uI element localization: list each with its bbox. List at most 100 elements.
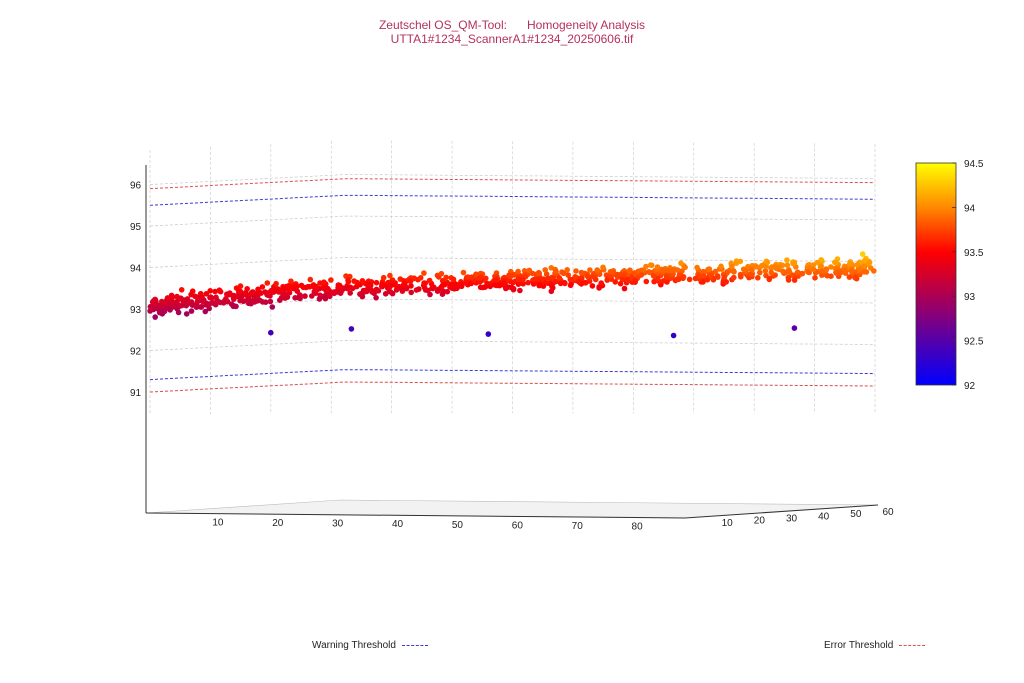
data-point (351, 278, 357, 284)
data-point (264, 280, 271, 286)
data-point (591, 274, 597, 280)
data-point (762, 268, 769, 274)
x-tick-label: 10 (212, 518, 224, 529)
data-point (237, 283, 244, 289)
x-tick-label: 80 (632, 521, 644, 532)
data-point (277, 297, 283, 304)
x-tick-label: 30 (332, 519, 344, 530)
data-point (477, 284, 484, 291)
data-point (202, 308, 209, 315)
data-point (267, 298, 274, 305)
data-point (272, 288, 279, 294)
data-point (578, 269, 585, 276)
data-point (444, 288, 451, 295)
data-point (212, 288, 218, 295)
data-point (313, 287, 320, 294)
data-point (358, 290, 365, 297)
data-point (648, 262, 654, 268)
outlier-point (485, 331, 492, 337)
data-point (529, 270, 536, 277)
data-point (174, 293, 180, 300)
data-point (359, 278, 366, 284)
data-point (861, 269, 867, 275)
data-point (407, 278, 414, 284)
data-point (819, 268, 826, 274)
chart-title-line1: Zeutschel OS_QM-Tool: Homogeneity Analys… (378, 18, 646, 32)
outlier-point (348, 326, 355, 332)
legend-warning-line (401, 644, 428, 646)
data-point (413, 287, 420, 293)
data-point (650, 273, 657, 279)
data-point (421, 280, 427, 286)
data-point (382, 291, 389, 297)
data-point (345, 279, 352, 285)
data-point (183, 311, 190, 317)
data-point (251, 294, 258, 300)
colorbar: 94.5 94 93.5 93 92.5 92 (915, 159, 984, 392)
data-point (718, 263, 724, 270)
data-point (550, 285, 556, 291)
z-tick-label: 91 (130, 388, 142, 399)
data-point (806, 264, 812, 271)
data-point (567, 282, 574, 289)
x-tick-label: 60 (512, 520, 524, 531)
data-point (678, 260, 684, 267)
data-point (646, 269, 652, 275)
data-point (731, 274, 737, 281)
data-point (503, 285, 509, 292)
colorbar-tick-label: 93 (964, 292, 976, 303)
data-point (166, 295, 173, 301)
data-point (660, 267, 666, 274)
data-point (347, 290, 354, 296)
data-point (654, 264, 661, 270)
data-point (421, 270, 427, 276)
data-point (439, 291, 446, 298)
data-point (828, 273, 834, 280)
data-point (169, 299, 175, 306)
data-point (152, 301, 158, 308)
x-axis-line (145, 512, 686, 519)
data-point (403, 285, 410, 292)
axis-layer: 91 92 93 94 95 96 10 20 30 40 50 60 70 80 10 20 30 40 50 60 (130, 165, 894, 532)
data-point (438, 270, 445, 277)
data-point (818, 257, 824, 263)
data-point (674, 267, 681, 273)
data-point (189, 288, 196, 295)
data-point (680, 274, 687, 280)
data-point (185, 298, 191, 305)
threshold-layer (149, 178, 876, 393)
data-point (243, 291, 249, 298)
data-point (206, 301, 212, 307)
data-point (834, 270, 840, 277)
data-point (598, 280, 604, 286)
data-point (316, 296, 323, 302)
data-point (660, 278, 667, 284)
data-point (600, 264, 606, 271)
data-point (207, 288, 213, 294)
data-point (557, 280, 564, 287)
data-point (178, 287, 185, 293)
data-point (477, 275, 483, 282)
data-point (629, 275, 635, 281)
legend-warning-label: Warning Threshold (312, 640, 396, 651)
data-point (450, 276, 457, 283)
data-point (379, 283, 386, 290)
data-point (515, 268, 521, 275)
chart-title-line2: UTTA1#1234_ScannerA1#1234_20250606.tif (390, 32, 634, 46)
data-point (759, 262, 765, 269)
data-point (203, 291, 210, 297)
data-point (426, 277, 433, 284)
data-point (757, 269, 763, 276)
data-point (755, 275, 761, 281)
data-point (324, 285, 331, 292)
data-point (231, 292, 237, 299)
outlier-point (791, 325, 798, 331)
data-point (665, 268, 671, 274)
data-point (399, 288, 406, 294)
data-point (643, 278, 650, 285)
data-point (408, 289, 415, 296)
data-point (854, 262, 861, 268)
data-point (572, 274, 578, 281)
data-point (434, 288, 441, 295)
data-point (643, 263, 649, 270)
